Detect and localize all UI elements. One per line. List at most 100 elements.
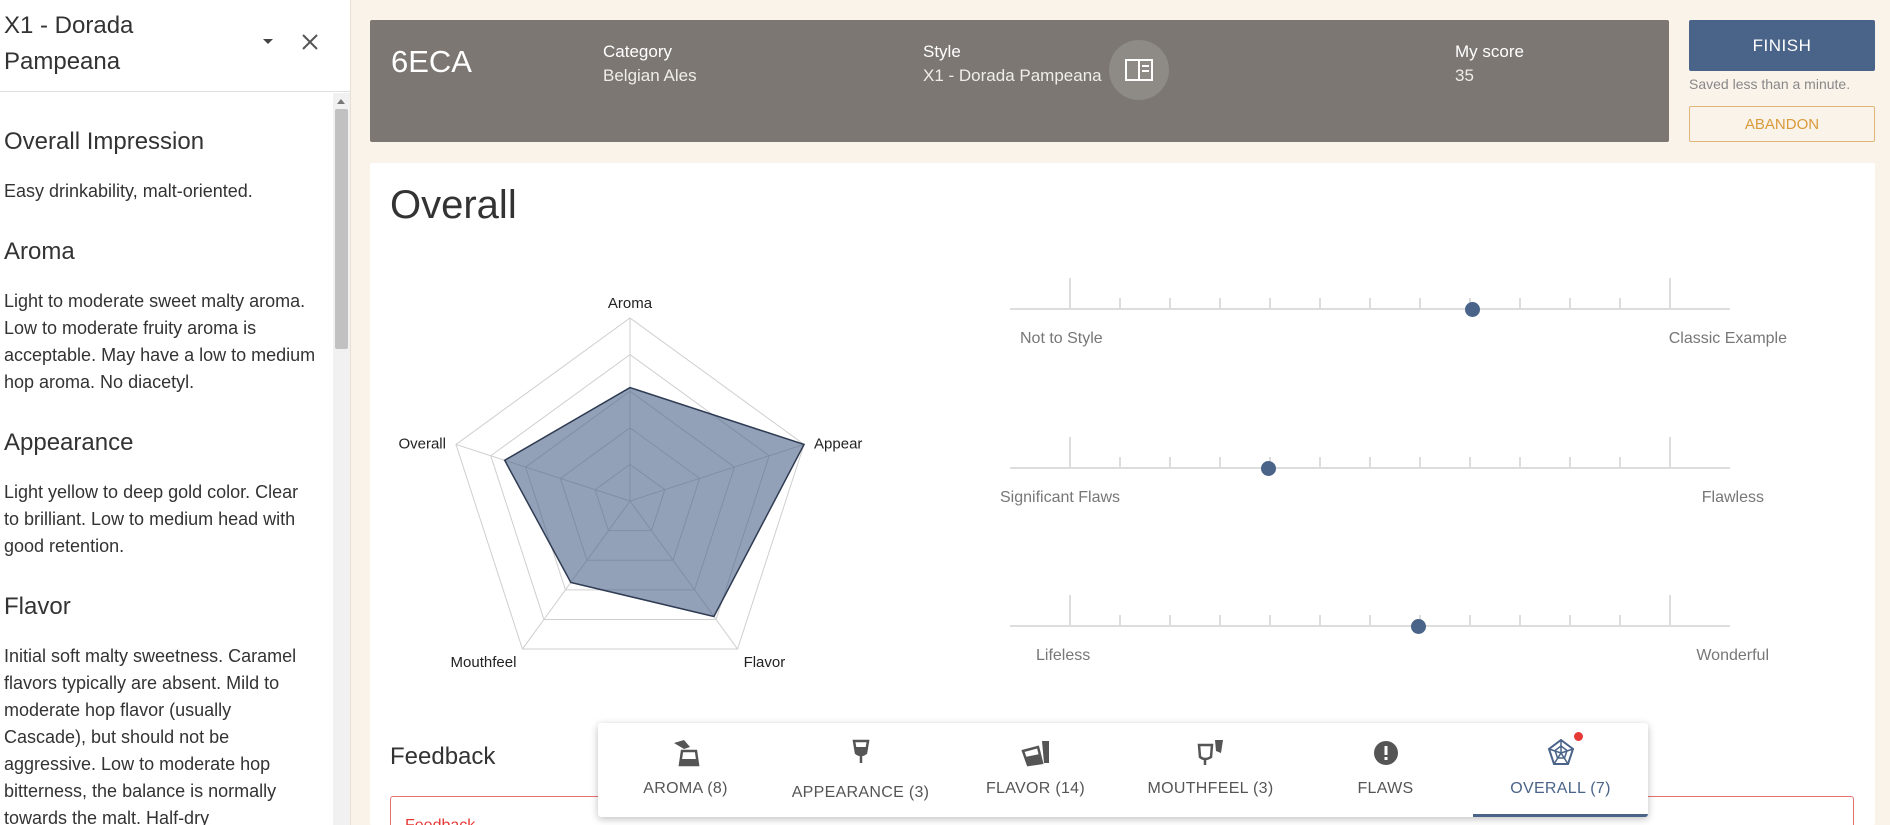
tab-label: FLAWS	[1357, 780, 1414, 797]
tab-label: FLAVOR (14)	[985, 780, 1086, 797]
slider-track[interactable]	[1010, 467, 1730, 469]
tab-flavor[interactable]: FLAVOR (14)	[948, 723, 1123, 817]
slider-track[interactable]	[1010, 625, 1730, 627]
tab-aroma[interactable]: AROMA (8)	[598, 723, 773, 817]
slider-right-label: Wonderful	[1696, 647, 1769, 664]
tab-label: APPEARANCE (3)	[791, 784, 930, 801]
radar-axis-label: Mouthfeel	[451, 654, 517, 671]
sidebar-header: X1 - Dorada Pampeana	[0, 0, 351, 92]
slider-tick	[1169, 615, 1171, 625]
style-label: Style	[923, 42, 961, 61]
intangibles-slider[interactable]: Lifeless Wonderful	[1010, 595, 1769, 675]
slider-tick	[1119, 457, 1121, 467]
radar-axis-label: Appear	[814, 435, 862, 452]
section-text: Initial soft malty sweetness. Caramel fl…	[4, 646, 297, 825]
slider-left-label: Lifeless	[1036, 647, 1091, 664]
book-icon	[1125, 59, 1153, 81]
sidebar-scrollbar[interactable]	[333, 93, 350, 825]
section-text: Easy drinkability, malt-oriented.	[4, 181, 253, 201]
slider-tick	[1069, 595, 1071, 625]
slider-tick	[1219, 457, 1221, 467]
slider-tick	[1069, 278, 1071, 308]
section-text: Light to moderate sweet malty aroma. Low…	[4, 291, 316, 392]
slider-tick	[1469, 615, 1471, 625]
slider-tick	[1519, 298, 1521, 308]
slider-tick	[1369, 615, 1371, 625]
tab-appearance[interactable]: APPEARANCE (3)	[773, 723, 948, 817]
slider-thumb[interactable]	[1411, 619, 1426, 634]
slider-tick	[1569, 457, 1571, 467]
slider-tick	[1619, 457, 1621, 467]
tab-label: OVERALL (7)	[1510, 780, 1611, 797]
section-text: Light yellow to deep gold color. Clear t…	[4, 482, 299, 556]
slider-tick	[1169, 457, 1171, 467]
flavor-icon	[1020, 741, 1049, 767]
slider-tick	[1519, 457, 1521, 467]
radar-chart: Aroma Appear Flavor Mouthfeel Overall	[398, 295, 862, 671]
slider-tick	[1469, 457, 1471, 467]
slider-left-label: Significant Flaws	[1000, 489, 1121, 506]
tab-flaws[interactable]: FLAWS	[1298, 723, 1473, 817]
style-value: X1 - Dorada Pampeana	[923, 66, 1102, 85]
sidebar-content: Overall Impression Easy drinkability, ma…	[0, 93, 332, 825]
slider-tick	[1069, 437, 1071, 467]
notification-dot	[1574, 732, 1583, 741]
slider-tick	[1169, 298, 1171, 308]
tab-label: AROMA (8)	[643, 780, 728, 797]
aroma-icon	[673, 740, 699, 767]
slider-tick	[1669, 437, 1671, 467]
slider-tick	[1419, 457, 1421, 467]
slider-left-label: Not to Style	[1020, 330, 1103, 347]
sidebar-title: X1 - Dorada Pampeana	[4, 12, 134, 75]
slider-tick	[1319, 457, 1321, 467]
chevron-down-icon[interactable]	[258, 34, 278, 50]
tab-overall[interactable]: OVERALL (7)	[1473, 723, 1648, 817]
slider-tick	[1219, 298, 1221, 308]
category-value: Belgian Ales	[603, 66, 697, 85]
active-tab-indicator	[1473, 814, 1648, 817]
style-slider[interactable]: Not to Style Classic Example	[1010, 278, 1787, 358]
beer-id: 6ECA	[391, 44, 472, 79]
slider-tick	[1419, 298, 1421, 308]
section-heading: Aroma	[4, 238, 75, 265]
radar-score-area	[503, 386, 806, 618]
slider-tick	[1569, 298, 1571, 308]
saved-status: Saved less than a minute.	[1689, 76, 1851, 92]
style-guide-sidebar: X1 - Dorada Pampeana Overall Impression …	[0, 0, 351, 825]
slider-right-label: Classic Example	[1668, 330, 1787, 347]
abandon-button[interactable]: ABANDON	[1689, 106, 1875, 142]
score-value: 35	[1455, 66, 1474, 85]
slider-thumb[interactable]	[1261, 461, 1276, 476]
section-heading: Flavor	[4, 593, 71, 620]
scroll-thumb[interactable]	[335, 109, 348, 349]
slider-tick	[1669, 595, 1671, 625]
slider-tick	[1369, 457, 1371, 467]
feedback-heading: Feedback	[390, 743, 496, 770]
close-icon[interactable]	[298, 30, 322, 54]
tab-label: MOUTHFEEL (3)	[1147, 780, 1274, 797]
category-label: Category	[603, 42, 672, 61]
category-tab-bar: AROMA (8) APPEARANCE (3) FLAVOR (14) MOU…	[598, 723, 1648, 817]
slider-tick	[1319, 298, 1321, 308]
scroll-up-arrow-icon[interactable]	[337, 99, 345, 104]
slider-right-label: Flawless	[1701, 489, 1764, 506]
radar-axis-label: Overall	[398, 435, 446, 452]
flaws-icon	[1373, 741, 1398, 765]
beer-info-bar: 6ECA Category Belgian Ales Style X1 - Do…	[370, 20, 1669, 142]
slider-tick	[1119, 615, 1121, 625]
flaws-slider[interactable]: Significant Flaws Flawless	[1000, 437, 1764, 517]
slider-tick	[1269, 615, 1271, 625]
slider-thumb[interactable]	[1465, 302, 1480, 317]
slider-tick	[1619, 298, 1621, 308]
finish-button[interactable]: FINISH	[1689, 20, 1875, 71]
style-guide-button[interactable]	[1109, 40, 1169, 100]
slider-tick	[1619, 615, 1621, 625]
feedback-placeholder: Feedback	[405, 817, 475, 825]
overall-icon	[1547, 738, 1574, 765]
slider-track[interactable]	[1010, 308, 1730, 310]
tab-mouthfeel[interactable]: MOUTHFEEL (3)	[1123, 723, 1298, 817]
radar-grid-ring	[455, 317, 805, 650]
slider-tick	[1369, 298, 1371, 308]
page-title: Overall	[390, 183, 517, 227]
appearance-icon	[852, 739, 869, 763]
